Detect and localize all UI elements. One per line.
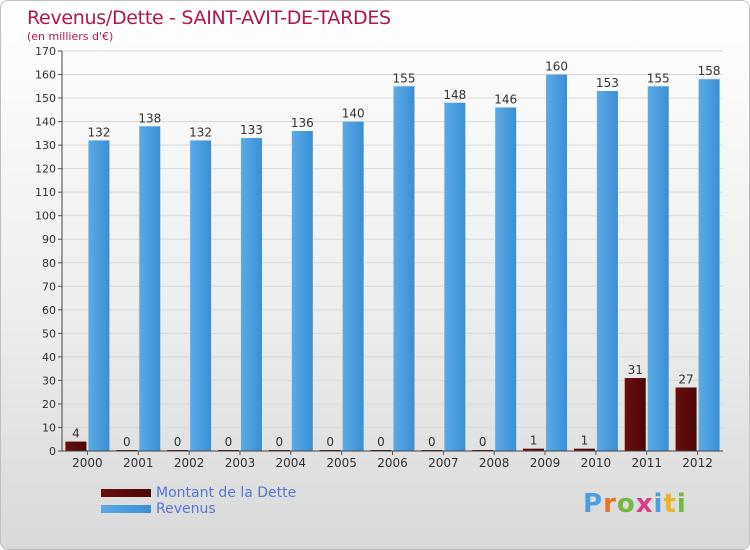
x-tick-label: 2002 xyxy=(174,456,205,470)
bar-revenus xyxy=(88,140,110,452)
data-label-revenus: 155 xyxy=(647,71,670,85)
y-tick-label: 100 xyxy=(35,210,56,223)
data-label-revenus: 153 xyxy=(596,76,619,90)
x-tick-label: 2012 xyxy=(682,456,713,470)
y-tick-label: 90 xyxy=(42,233,56,246)
bar-revenus xyxy=(240,138,262,451)
data-label-revenus: 148 xyxy=(443,88,466,102)
y-tick-label: 60 xyxy=(42,304,56,317)
data-label-dette: 1 xyxy=(530,434,538,448)
data-label-dette: 27 xyxy=(678,372,693,386)
bar-revenus xyxy=(342,121,364,452)
bar-dette xyxy=(65,441,87,451)
bar-dette xyxy=(573,448,595,451)
y-tick-label: 160 xyxy=(35,69,56,82)
data-label-revenus: 158 xyxy=(698,64,721,78)
legend-label-revenus: Revenus xyxy=(156,501,216,517)
bar-revenus xyxy=(596,91,618,451)
y-tick-label: 20 xyxy=(42,398,56,411)
bar-revenus xyxy=(444,102,466,451)
bar-dette xyxy=(523,448,545,451)
logo-letter: P xyxy=(583,489,604,519)
x-tick-label: 2011 xyxy=(631,456,662,470)
x-tick-label: 2000 xyxy=(72,456,103,470)
legend-swatch-dette xyxy=(101,489,151,497)
proxiti-logo: Proxiti xyxy=(583,489,687,519)
data-label-dette: 0 xyxy=(174,435,182,449)
bar-revenus xyxy=(647,86,669,451)
bar-revenus xyxy=(495,107,517,452)
data-label-revenus: 138 xyxy=(138,111,161,125)
data-label-revenus: 136 xyxy=(291,116,314,130)
x-tick-label: 2010 xyxy=(581,456,612,470)
y-tick-label: 130 xyxy=(35,139,56,152)
data-label-dette: 0 xyxy=(479,435,487,449)
data-label-dette: 1 xyxy=(581,434,589,448)
y-tick-label: 150 xyxy=(35,92,56,105)
y-tick-label: 70 xyxy=(42,280,56,293)
data-label-dette: 0 xyxy=(275,435,283,449)
x-tick-label: 2001 xyxy=(123,456,154,470)
bar-revenus xyxy=(546,74,568,451)
bar-revenus xyxy=(190,140,212,452)
legend-label-dette: Montant de la Dette xyxy=(156,485,297,501)
logo-letter: t xyxy=(663,489,677,519)
data-label-dette: 0 xyxy=(428,435,436,449)
x-tick-label: 2008 xyxy=(479,456,510,470)
y-tick-label: 30 xyxy=(42,374,56,387)
x-tick-label: 2004 xyxy=(276,456,307,470)
chart-subtitle: (en milliers d'€) xyxy=(27,30,114,43)
y-tick-label: 80 xyxy=(42,257,56,270)
data-label-revenus: 132 xyxy=(189,125,212,139)
data-label-dette: 0 xyxy=(123,435,131,449)
data-label-dette: 0 xyxy=(225,435,233,449)
logo-letter: i xyxy=(676,489,687,519)
logo-letter: r xyxy=(603,489,617,519)
logo-letter: i xyxy=(653,489,664,519)
bar-revenus xyxy=(291,131,313,451)
data-label-revenus: 160 xyxy=(545,60,568,74)
legend-swatch-revenus xyxy=(101,505,151,513)
bar-dette xyxy=(675,387,697,451)
data-label-revenus: 133 xyxy=(240,123,263,137)
data-label-revenus: 146 xyxy=(494,92,517,106)
y-tick-label: 110 xyxy=(35,186,56,199)
x-tick-label: 2006 xyxy=(377,456,408,470)
y-tick-label: 140 xyxy=(35,116,56,129)
data-label-revenus: 140 xyxy=(342,107,365,121)
y-tick-label: 170 xyxy=(35,45,56,58)
x-tick-label: 2005 xyxy=(326,456,357,470)
y-tick-label: 0 xyxy=(49,445,56,458)
x-tick-label: 2003 xyxy=(225,456,256,470)
y-tick-label: 120 xyxy=(35,163,56,176)
data-label-dette: 0 xyxy=(377,435,385,449)
y-tick-label: 50 xyxy=(42,327,56,340)
data-label-revenus: 132 xyxy=(87,125,110,139)
data-label-dette: 31 xyxy=(628,363,643,377)
bar-revenus xyxy=(393,86,415,451)
bar-revenus xyxy=(139,126,161,451)
bar-dette xyxy=(624,378,646,451)
chart-title: Revenus/Dette - SAINT-AVIT-DE-TARDES xyxy=(27,7,391,29)
x-tick-label: 2007 xyxy=(428,456,459,470)
data-label-dette: 0 xyxy=(326,435,334,449)
data-label-revenus: 155 xyxy=(393,71,416,85)
bar-revenus xyxy=(698,79,720,451)
data-label-dette: 4 xyxy=(72,427,80,441)
x-tick-label: 2009 xyxy=(530,456,561,470)
logo-letter: x xyxy=(635,489,654,519)
logo-letter: o xyxy=(616,489,636,519)
y-tick-label: 10 xyxy=(42,421,56,434)
y-tick-label: 40 xyxy=(42,351,56,364)
